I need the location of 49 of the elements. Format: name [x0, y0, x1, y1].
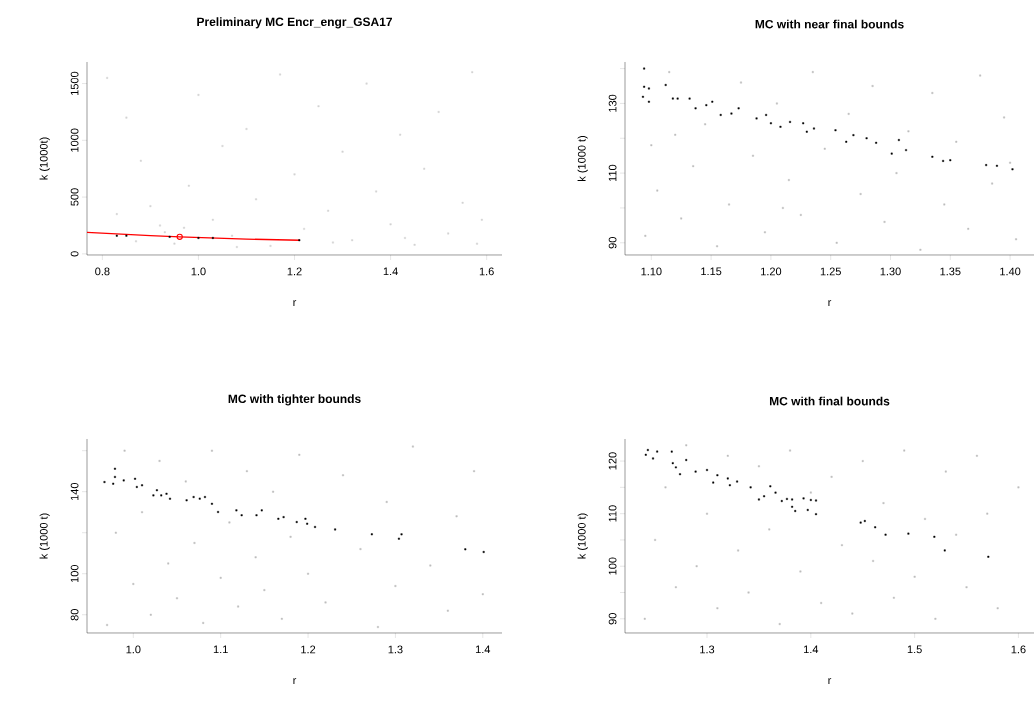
point	[176, 233, 183, 240]
x-axis-title: r	[293, 678, 297, 685]
x-tick-label: 1.25	[820, 267, 841, 276]
line-series	[87, 231, 301, 241]
y-tick-label: 500	[70, 188, 79, 206]
x-tick-label: 1.0	[191, 267, 206, 276]
y-tick-label: 80	[70, 609, 79, 621]
y-tick-label: 100	[70, 564, 79, 583]
x-tick-label: 1.3	[388, 645, 403, 654]
y-tick-label: 0	[70, 251, 79, 257]
y-tick-label: 120	[608, 452, 617, 470]
x-tick-label: 1.4	[383, 267, 398, 276]
x-tick-label: 1.3	[700, 645, 715, 654]
y-axis-title: k (1000 t)	[39, 513, 50, 559]
y-tick-label: 110	[608, 505, 617, 522]
chart-title: MC with tighter bounds	[228, 394, 361, 406]
x-tick-label: 1.2	[301, 645, 316, 654]
x-tick-label: 1.4	[804, 645, 819, 654]
y-axis-title: k (1000 t)	[577, 513, 588, 559]
y-tick-label: 130	[608, 94, 617, 112]
x-tick-label: 1.15	[701, 267, 722, 276]
y-tick-label: 1500	[70, 71, 79, 95]
x-tick-label: 1.4	[475, 645, 491, 654]
x-tick-label: 0.8	[95, 267, 110, 276]
x-tick-label: 1.10	[641, 267, 662, 276]
x-tick-label: 1.1	[213, 645, 228, 654]
x-axis-title: r	[293, 300, 297, 307]
x-tick-label: 1.30	[880, 267, 901, 276]
x-axis-title: r	[828, 300, 832, 307]
x-tick-label: 1.40	[1000, 267, 1021, 276]
x-tick-label: 1.2	[287, 267, 302, 276]
y-tick-label: 90	[608, 613, 617, 625]
y-tick-label: 90	[608, 237, 617, 249]
chart-title: Preliminary MC Encr_engr_GSA17	[197, 17, 392, 29]
x-tick-label: 1.0	[126, 645, 141, 654]
chart-title: MC with near final bounds	[755, 19, 904, 29]
x-tick-label: 1.35	[940, 267, 961, 276]
y-axis-title: k (1000 t)	[577, 135, 588, 181]
x-tick-label: 1.6	[479, 267, 494, 276]
x-axis-title: r	[828, 678, 832, 685]
y-tick-label: 100	[608, 557, 617, 575]
x-tick-label: 1.5	[907, 645, 922, 654]
x-tick-label: 1.20	[761, 267, 782, 276]
y-tick-label: 110	[608, 164, 617, 182]
chart-title: MC with final bounds	[769, 396, 890, 406]
y-tick-label: 1000	[70, 128, 79, 152]
x-tick-label: 1.6	[1011, 645, 1026, 654]
y-axis-title: k (1000t)	[39, 137, 50, 180]
y-tick-label: 140	[70, 482, 79, 501]
